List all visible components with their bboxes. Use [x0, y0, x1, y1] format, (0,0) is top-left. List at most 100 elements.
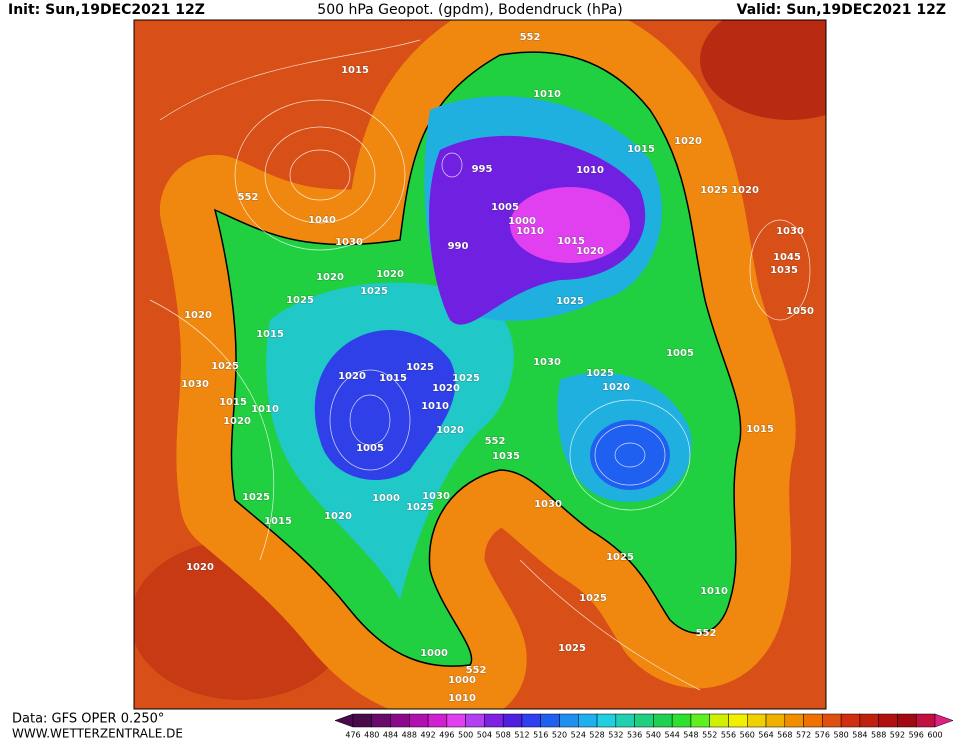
colorbar-swatch	[915, 713, 936, 728]
magenta-zone	[510, 187, 630, 263]
pressure-label: 1020	[376, 269, 404, 280]
pressure-label: 1040	[308, 215, 336, 226]
pressure-label: 1025	[406, 362, 434, 373]
colorbar-label: 556	[721, 731, 736, 740]
colorbar-swatch	[859, 713, 879, 728]
colorbar-swatch	[427, 713, 448, 728]
colorbar-label: 564	[758, 731, 773, 740]
pressure-label: 1025	[452, 373, 480, 384]
colorbar-label: 540	[646, 731, 661, 740]
pressure-label: 1030	[422, 491, 450, 502]
colorbar-label: 568	[777, 731, 792, 740]
colorbar-swatch	[465, 713, 485, 728]
pressure-label: 1020	[576, 246, 604, 257]
warm-core	[700, 20, 826, 120]
pressure-label: 1015	[746, 424, 774, 435]
pressure-label: 1025	[360, 286, 388, 297]
pressure-label: 1025	[606, 552, 634, 563]
pressure-label: 1020	[186, 562, 214, 573]
colorbar-label: 476	[345, 731, 360, 740]
colorbar-swatch	[596, 713, 617, 728]
colorbar-label: 492	[420, 731, 435, 740]
colorbar-swatch	[671, 713, 692, 728]
pressure-label: 1025	[286, 295, 314, 306]
pressure-label: 1000	[508, 216, 536, 227]
colorbar-swatch	[822, 713, 842, 728]
pressure-label: 1010	[516, 226, 544, 237]
colorbar-swatch	[634, 713, 654, 728]
pressure-label: 1020	[436, 425, 464, 436]
pressure-label: 1035	[492, 451, 520, 462]
pressure-label: 1025	[211, 361, 239, 372]
pressure-label: 552	[466, 665, 487, 676]
colorbar-label: 488	[402, 731, 417, 740]
pressure-label: 1035	[770, 265, 798, 276]
colorbar-swatch	[559, 713, 579, 728]
pressure-label: 552	[238, 192, 259, 203]
colorbar-swatch	[521, 713, 541, 728]
pressure-label: 1010	[448, 693, 476, 704]
colorbar-label: 512	[514, 731, 529, 740]
pressure-label: 552	[696, 628, 717, 639]
colorbar-label: 508	[496, 731, 511, 740]
colorbar-swatch	[747, 713, 767, 728]
colorbar-swatch	[784, 713, 804, 728]
colorbar-label: 504	[477, 731, 492, 740]
colorbar-swatch	[502, 713, 523, 728]
pressure-label: 1025	[242, 492, 270, 503]
map-title: 500 hPa Geopot. (gpdm), Bodendruck (hPa)	[317, 2, 622, 18]
colorbar-label: 496	[439, 731, 454, 740]
colorbar-swatch	[578, 713, 598, 728]
pressure-label: 1015	[627, 144, 655, 155]
pressure-label: 990	[448, 241, 469, 252]
colorbar-label: 560	[740, 731, 755, 740]
pressure-label: 1000	[372, 493, 400, 504]
colorbar-swatch	[371, 713, 391, 728]
pressure-label: 1010	[533, 89, 561, 100]
colorbar-swatch	[709, 713, 729, 728]
pressure-label: 1025	[556, 296, 584, 307]
pressure-label: 1015	[341, 65, 369, 76]
pressure-label: 1020	[432, 383, 460, 394]
pressure-label: 1020	[324, 511, 352, 522]
blue-zone	[314, 330, 456, 480]
pressure-label: 1015	[557, 236, 585, 247]
colorbar-swatch	[484, 713, 504, 728]
pressure-label: 1010	[251, 404, 279, 415]
pressure-label: 552	[520, 32, 541, 43]
site-url: WWW.WETTERZENTRALE.DE	[12, 727, 183, 741]
colorbar-swatch	[409, 713, 429, 728]
colorbar-label: 572	[796, 731, 811, 740]
pressure-label: 1020	[731, 185, 759, 196]
pressure-label: 1030	[335, 237, 363, 248]
colorbar-label: 524	[571, 731, 586, 740]
colorbar-label: 532	[608, 731, 623, 740]
colorbar-swatch	[690, 713, 710, 728]
pressure-label: 1015	[379, 373, 407, 384]
pressure-label: 1020	[223, 416, 251, 427]
pressure-label: 1020	[184, 310, 212, 321]
pressure-label: 1020	[338, 371, 366, 382]
pressure-label: 995	[472, 164, 493, 175]
init-time: Init: Sun,19DEC2021 12Z	[8, 2, 205, 18]
colorbar-label: 484	[383, 731, 398, 740]
colorbar-label: 520	[552, 731, 567, 740]
pressure-label: 1030	[776, 226, 804, 237]
pressure-label: 1015	[256, 329, 284, 340]
colorbar-arrow	[934, 713, 954, 728]
colorbar-label: 544	[665, 731, 680, 740]
colorbar-swatch	[878, 713, 898, 728]
colorbar-swatch	[390, 713, 410, 728]
blue-zone	[590, 420, 670, 490]
pressure-label: 1020	[602, 382, 630, 393]
colorbar-swatch	[803, 713, 823, 728]
pressure-label: 1010	[700, 586, 728, 597]
pressure-label: 1025	[586, 368, 614, 379]
colorbar-label: 580	[833, 731, 848, 740]
isobars	[149, 39, 811, 691]
colorbar-swatch	[540, 713, 560, 728]
colorbar-label: 596	[909, 731, 924, 740]
colorbar-swatch	[897, 713, 917, 728]
pressure-label: 1005	[666, 348, 694, 359]
